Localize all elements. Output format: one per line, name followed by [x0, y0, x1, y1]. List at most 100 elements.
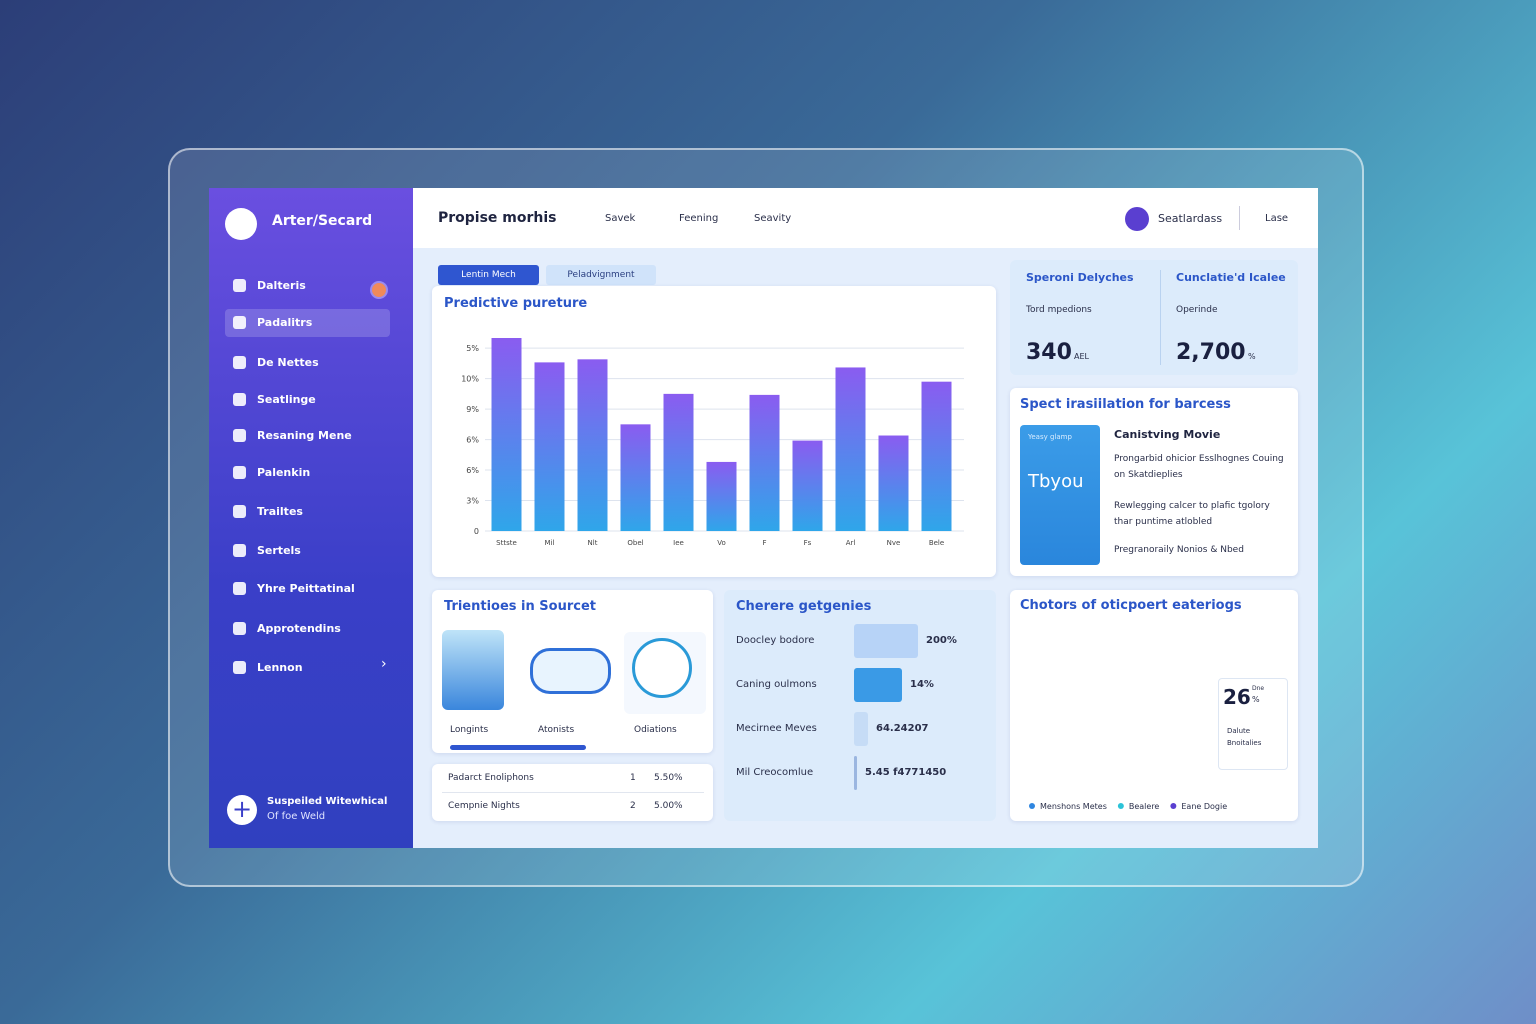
nav-label: Lennon	[257, 661, 303, 674]
tab-active[interactable]: Lentin Mech	[438, 265, 539, 285]
legend-label: Menshons Metes	[1040, 802, 1107, 811]
nav-item[interactable]: Resaning Mene	[225, 422, 390, 450]
nav-label: De Nettes	[257, 356, 319, 369]
menu-item[interactable]: Savek	[605, 213, 636, 224]
nav-label: Seatlinge	[257, 393, 316, 406]
stat-unit: AEL	[1074, 352, 1089, 361]
stats-card: Speroni Delyches Tord mpedions 340 AEL C…	[1010, 260, 1298, 375]
nav-item[interactable]: Palenkin	[225, 459, 390, 487]
header-title: Propise morhis	[438, 210, 557, 226]
chart-title: Predictive pureture	[444, 296, 588, 311]
promo-text: Pregranoraily Nonios & Nbed	[1114, 545, 1244, 555]
stat-value: 2,700	[1176, 340, 1246, 365]
promo-card: Spect irasiilation for barcess Yeasy gla…	[1010, 388, 1298, 576]
nav-label: Approtendins	[257, 622, 341, 635]
bar	[534, 362, 565, 531]
row-label: Caning oulmons	[736, 679, 817, 690]
bar	[835, 367, 866, 531]
bar	[491, 338, 522, 531]
source-table: Padarct Enoliphons 1 5.50% Cempnie Nights 2 5…	[432, 764, 713, 821]
nav-item[interactable]: Dalteris	[225, 272, 390, 300]
stat-label: Operinde	[1176, 305, 1218, 315]
nav-item[interactable]: Sertels	[225, 537, 390, 565]
header-action[interactable]: Lase	[1265, 213, 1289, 224]
image-text: Tbyou	[1028, 471, 1084, 492]
side-legend: Bnoitalies	[1227, 739, 1262, 747]
row-bar	[854, 712, 868, 746]
nav-icon	[233, 544, 246, 557]
y-tick-label: 9%	[466, 405, 479, 414]
row-label: Doocley bodore	[736, 635, 815, 646]
y-tick-label: 6%	[466, 466, 479, 475]
donut-title: Chotors of oticpoert eateriogs	[1020, 598, 1242, 613]
bar	[706, 461, 737, 531]
table-cell: Cempnie Nights	[448, 801, 520, 811]
promo-text: Prongarbid ohicior Esslhognes Couing on …	[1114, 454, 1284, 480]
categories-card: Cherere getgenies Doocley bodore 200% Cani…	[724, 590, 996, 821]
item-image	[632, 638, 692, 698]
legend-label: Eane Dogie	[1181, 802, 1227, 811]
tab[interactable]: Peladvignment	[546, 265, 656, 285]
x-tick-label: Nve	[887, 539, 901, 547]
row-value: 200%	[926, 635, 957, 646]
nav-icon	[233, 582, 246, 595]
nav-item[interactable]: Approtendins	[225, 615, 390, 643]
side-stat-unit: %	[1252, 695, 1260, 704]
y-tick-label: 5%	[466, 344, 479, 353]
nav-item[interactable]: De Nettes	[225, 349, 390, 377]
sources-card: Trientioes in Sourcet Longints Atonists …	[432, 590, 713, 753]
nav-item[interactable]: Yhre Peittatinal	[225, 575, 390, 603]
x-tick-label: Iee	[673, 539, 684, 547]
x-tick-label: Sttste	[496, 539, 517, 547]
table-cell: 1	[630, 773, 636, 783]
x-tick-label: Mil	[545, 539, 555, 547]
y-tick-label: 10%	[461, 375, 479, 384]
footer-line: Suspeiled Witewhical	[267, 796, 388, 807]
nav-label: Dalteris	[257, 279, 306, 292]
footer-line: Of foe Weld	[267, 811, 326, 822]
side-stat: 26 Dne % Dalute Bnoitalies	[1218, 678, 1288, 770]
row-divider	[442, 792, 704, 793]
bar	[577, 359, 608, 531]
brand-logo	[225, 208, 257, 240]
nav-item[interactable]: Lennon	[225, 654, 390, 682]
y-tick-label: 0	[474, 527, 479, 536]
nav-icon	[233, 661, 246, 674]
table-cell: Padarct Enoliphons	[448, 773, 534, 783]
item-label: Odiations	[634, 725, 677, 735]
menu-item[interactable]: Seavity	[754, 213, 792, 224]
nav-icon	[233, 622, 246, 635]
promo-text: Rewlegging calcer to plafic tgolory thar…	[1114, 501, 1270, 527]
row-bar	[854, 668, 902, 702]
side-stat-caption: Dne	[1252, 685, 1265, 692]
stat-value: 340	[1026, 340, 1072, 365]
row-label: Mecirnee Meves	[736, 723, 817, 734]
menu-item[interactable]: Feening	[679, 213, 719, 224]
add-button[interactable]: +	[227, 795, 257, 825]
nav-item[interactable]: Seatlinge	[225, 386, 390, 414]
x-tick-label: Obel	[627, 539, 643, 547]
item-image	[530, 648, 611, 694]
nav-icon	[233, 393, 246, 406]
nav-icon	[233, 505, 246, 518]
stat-unit: %	[1248, 352, 1256, 361]
scroll-bar	[450, 745, 586, 750]
badge	[370, 281, 388, 299]
item-label: Atonists	[538, 725, 575, 735]
stat-title: Cunclatie'd Icalee	[1176, 271, 1286, 284]
row-value: 64.24207	[876, 723, 929, 734]
nav-item[interactable]: Padalitrs	[225, 309, 390, 337]
legend-dot	[1117, 803, 1124, 809]
image-caption: Yeasy glamp	[1028, 433, 1072, 441]
avatar[interactable]	[1125, 207, 1149, 231]
x-tick-label: F	[762, 539, 766, 547]
stat-label: Tord mpedions	[1026, 305, 1092, 315]
legend-dot	[1029, 803, 1035, 809]
chevron: ›	[381, 656, 387, 672]
bar-chart-card: Predictive pureture 0 3% 6% 6% 9% 10% 5% Sttste…	[432, 286, 996, 577]
nav-label: Resaning Mene	[257, 429, 352, 442]
nav-item[interactable]: Trailtes	[225, 498, 390, 526]
bar	[749, 394, 780, 531]
row-bar	[854, 756, 857, 790]
row-value: 5.45 f4771450	[865, 767, 947, 778]
